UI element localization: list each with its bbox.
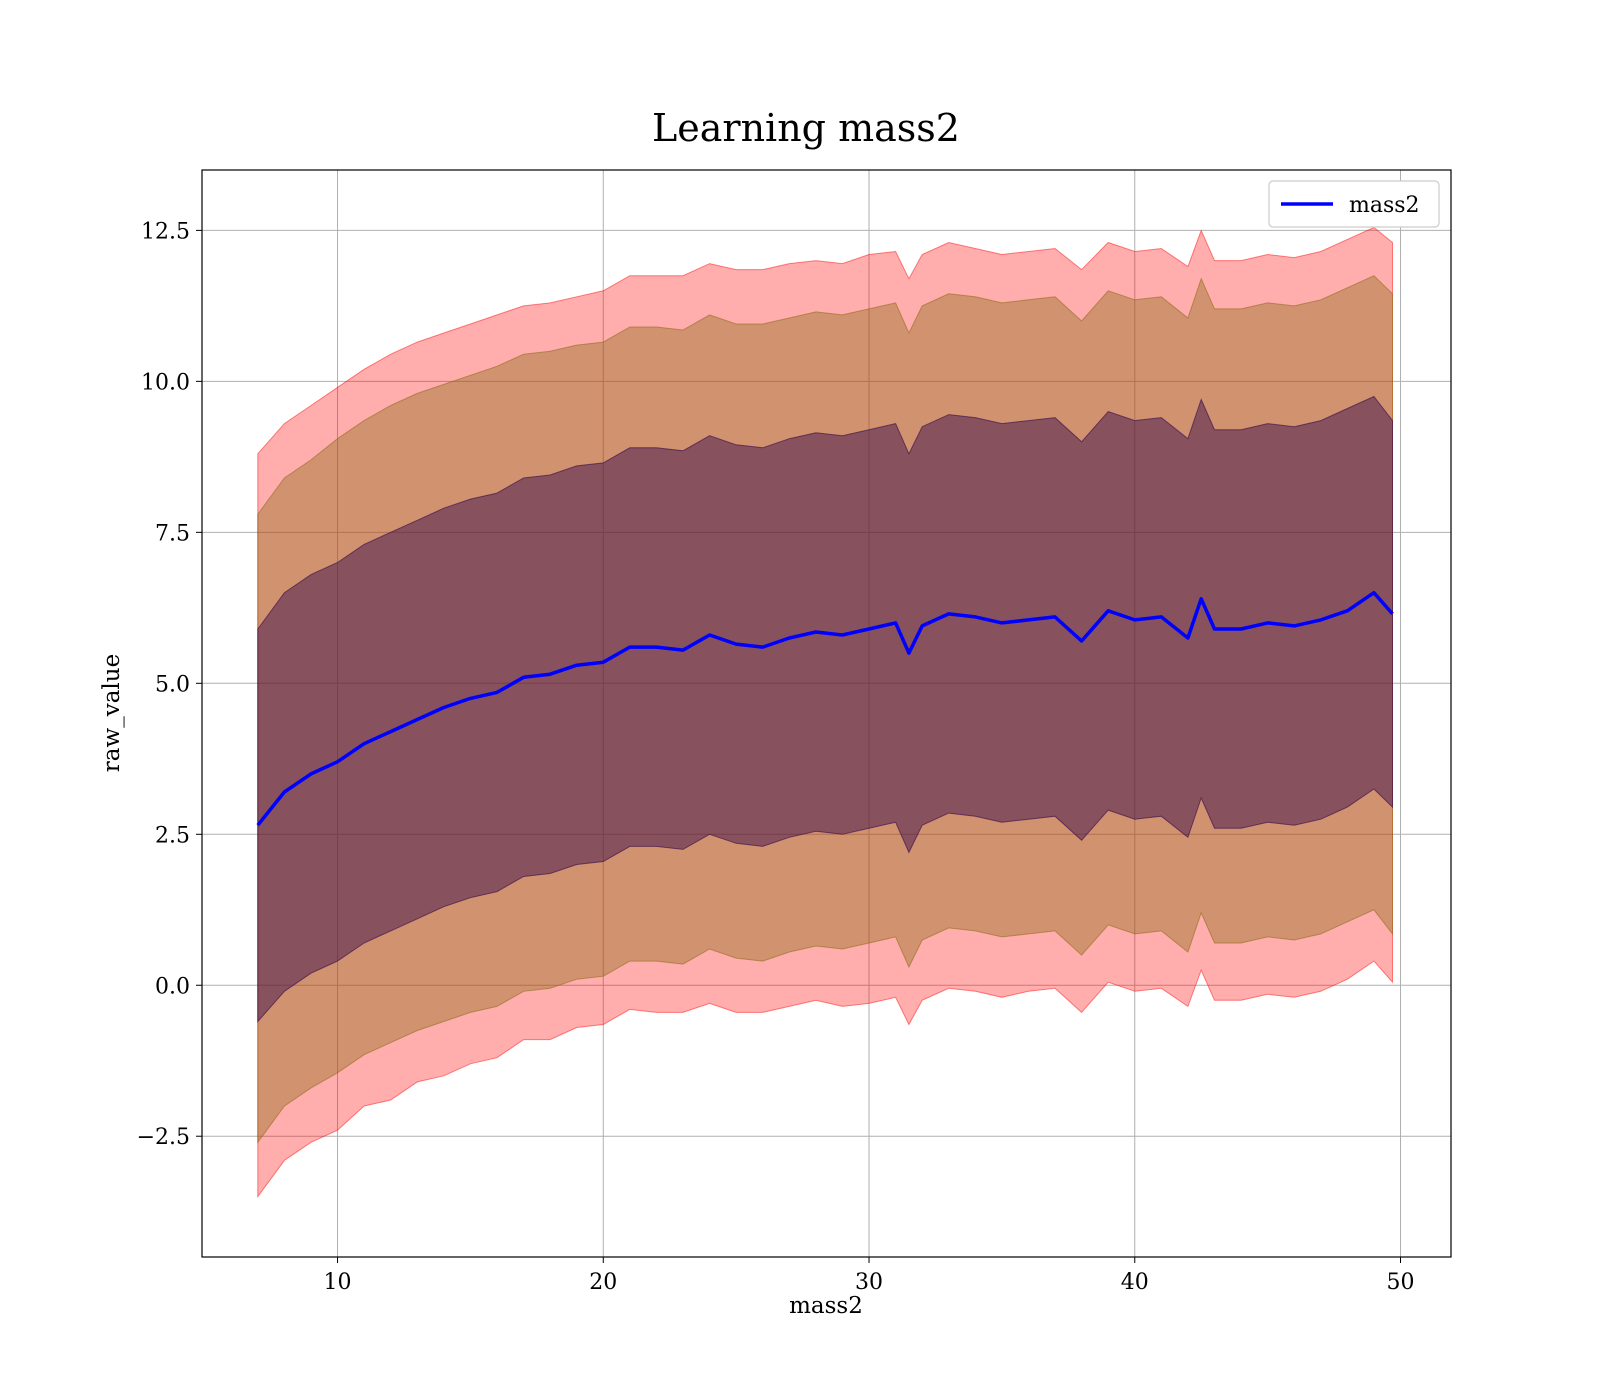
confidence-bands [257, 226, 1393, 1199]
x-axis-ticks: 10 20 30 40 50 [324, 1257, 1415, 1295]
x-tick-label: 40 [1121, 1270, 1149, 1295]
legend-box [1268, 180, 1440, 228]
x-tick-label: 20 [589, 1270, 617, 1295]
y-tick-label: 5.0 [155, 672, 190, 697]
y-tick-label: 12.5 [141, 219, 190, 244]
series-line-0 [256, 590, 1394, 827]
chart-title: Learning mass2 [652, 106, 960, 150]
band-inner [257, 395, 1393, 1023]
legend: mass2 [1268, 180, 1440, 228]
y-tick-label: 10.0 [141, 370, 190, 395]
y-tick-label: 2.5 [155, 823, 190, 848]
y-tick-label: −2.5 [137, 1125, 190, 1150]
y-axis-label: raw_value [99, 654, 125, 772]
x-tick-label: 10 [324, 1270, 352, 1295]
legend-label-mass2: mass2 [1349, 193, 1420, 218]
y-tick-label: 7.5 [155, 521, 190, 546]
plot-frame [201, 169, 1452, 1258]
x-axis-label: mass2 [789, 1293, 863, 1319]
series-lines [256, 590, 1394, 827]
y-axis-ticks: −2.5 0.0 2.5 5.0 7.5 10.0 12.5 [137, 219, 202, 1150]
y-tick-label: 0.0 [155, 974, 190, 999]
x-tick-label: 30 [855, 1270, 883, 1295]
x-tick-label: 50 [1387, 1270, 1415, 1295]
